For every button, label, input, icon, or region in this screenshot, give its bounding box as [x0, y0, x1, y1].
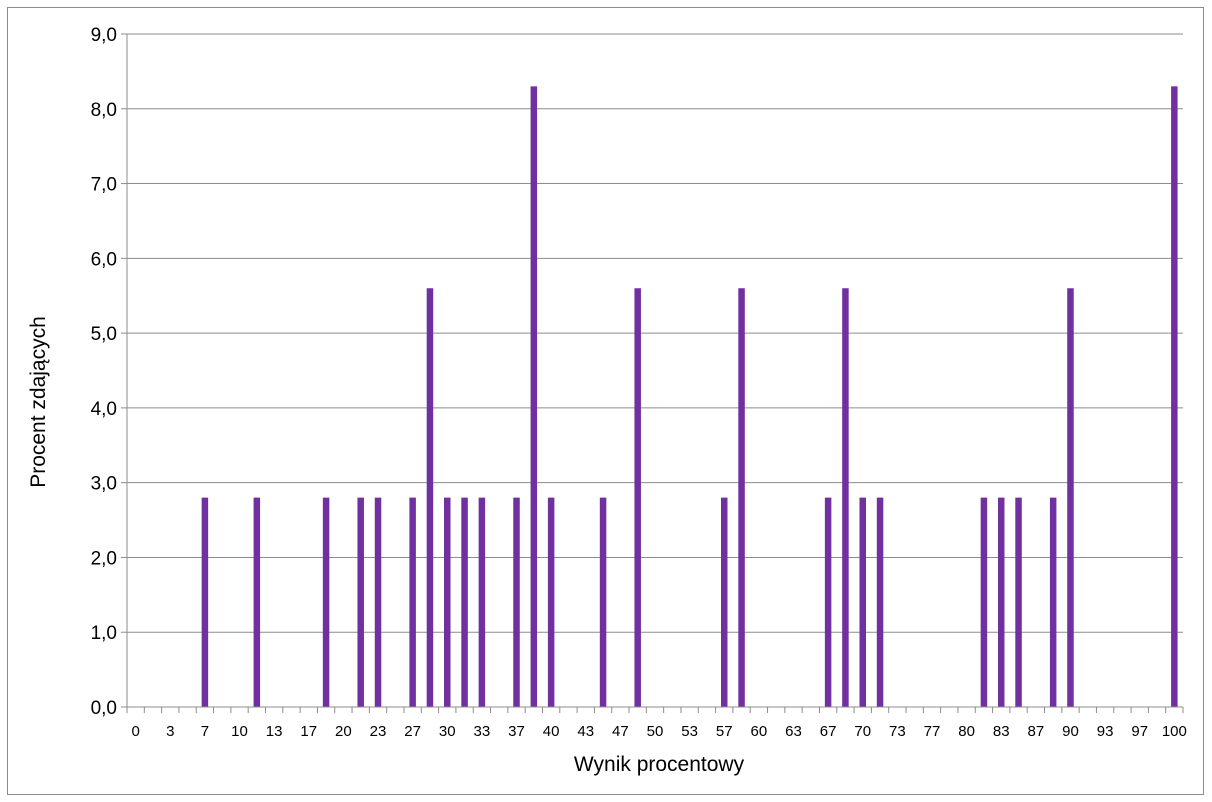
- bar-82: [980, 497, 988, 707]
- y-tick-labels: 0,0 1,0 2,0 3,0 4,0 5,0 6,0 7,0 8,0 9,0: [91, 25, 117, 719]
- x-tick-label: 83: [993, 723, 1010, 740]
- bars: [201, 86, 1178, 708]
- x-tick-label: 70: [854, 723, 871, 740]
- x-tick-label: 30: [439, 723, 456, 740]
- bar-28: [426, 288, 434, 707]
- x-tick-label: 97: [1131, 723, 1148, 740]
- bar-58: [738, 288, 745, 707]
- bar-40: [547, 497, 555, 707]
- x-tick-label: 43: [577, 723, 594, 740]
- x-tick-label: 3: [166, 723, 174, 740]
- bar-27: [409, 497, 416, 707]
- bar-57: [720, 497, 728, 707]
- y-tick-label: 6,0: [91, 249, 117, 270]
- bar-72: [876, 497, 884, 707]
- bar-67: [824, 497, 832, 707]
- x-tick-label: 47: [612, 723, 629, 740]
- bar-18: [322, 497, 330, 707]
- x-tick-label: 17: [300, 723, 317, 740]
- x-tick-label: 13: [266, 723, 283, 740]
- x-tick-label: 40: [543, 723, 560, 740]
- bar-48: [634, 288, 641, 707]
- bar-30: [444, 497, 451, 707]
- x-tick-label: 0: [131, 723, 139, 740]
- bar-7: [201, 497, 209, 707]
- x-tick-label: 7: [201, 723, 209, 740]
- x-tick-label: 93: [1097, 723, 1114, 740]
- x-tick-label: 53: [681, 723, 698, 740]
- bar-32: [461, 497, 468, 707]
- x-tick-label: 27: [404, 723, 421, 740]
- y-tick-label: 8,0: [91, 100, 117, 121]
- y-tick-label: 9,0: [91, 25, 117, 46]
- x-tick-label: 50: [647, 723, 664, 740]
- x-tick-label: 73: [889, 723, 906, 740]
- bar-38: [530, 86, 538, 708]
- bar-chart: 0,01,02,03,04,05,06,07,08,09,0 0 3 7 10 13 17…: [27, 25, 1187, 776]
- bar-83: [997, 497, 1005, 707]
- bar-33: [478, 497, 486, 707]
- x-tick-label: 57: [716, 723, 733, 740]
- y-tick-label: 5,0: [91, 324, 117, 345]
- x-tick-label: 63: [785, 723, 802, 740]
- bar-12: [253, 497, 261, 707]
- x-tick-label: 23: [370, 723, 387, 740]
- x-tick-label: 67: [820, 723, 837, 740]
- y-tick-label: 7,0: [91, 175, 117, 196]
- x-tick-labels: 0 3 7 10 13 17 20 23 27 30 33 37 40 43 47 50 53 57 60 63 67 7…: [131, 723, 1186, 740]
- bar-22: [357, 497, 364, 707]
- bar-88: [1049, 497, 1057, 707]
- y-axis-title: Procent zdających: [27, 316, 50, 488]
- bar-85: [1015, 497, 1022, 707]
- y-tick-label: 2,0: [91, 548, 117, 569]
- x-tick-label: 100: [1162, 723, 1187, 740]
- bar-68: [842, 288, 849, 707]
- x-tick-label: 77: [924, 723, 941, 740]
- bar-100: [1171, 86, 1178, 708]
- x-tick-label: 20: [335, 723, 352, 740]
- x-tick-label: 10: [231, 723, 248, 740]
- y-tick-label: 1,0: [91, 623, 117, 644]
- x-tick-label: 87: [1028, 723, 1045, 740]
- y-tick-label: 0,0: [91, 698, 117, 719]
- bar-45: [599, 497, 607, 707]
- x-tick-label: 80: [958, 723, 975, 740]
- gridlines: [121, 33, 1183, 708]
- x-tick-label: 90: [1062, 723, 1079, 740]
- chart-frame: 0,0 1,0 2,0 3,0 4,0 5,0 6,0 7,0 8,0 9,0 0 3 7 10 13 17…: [7, 7, 1204, 795]
- x-tick-label: 60: [751, 723, 768, 740]
- y-tick-label: 4,0: [91, 399, 117, 420]
- bar-90: [1067, 288, 1074, 707]
- bar-23: [374, 497, 382, 707]
- x-tick-label: 37: [508, 723, 525, 740]
- x-axis-title: Wynik procentowy: [574, 753, 745, 776]
- bar-70: [859, 497, 866, 707]
- y-tick-label: 3,0: [91, 474, 117, 495]
- x-tick-label: 33: [474, 723, 491, 740]
- bar-37: [513, 497, 520, 707]
- axes: [126, 34, 1184, 713]
